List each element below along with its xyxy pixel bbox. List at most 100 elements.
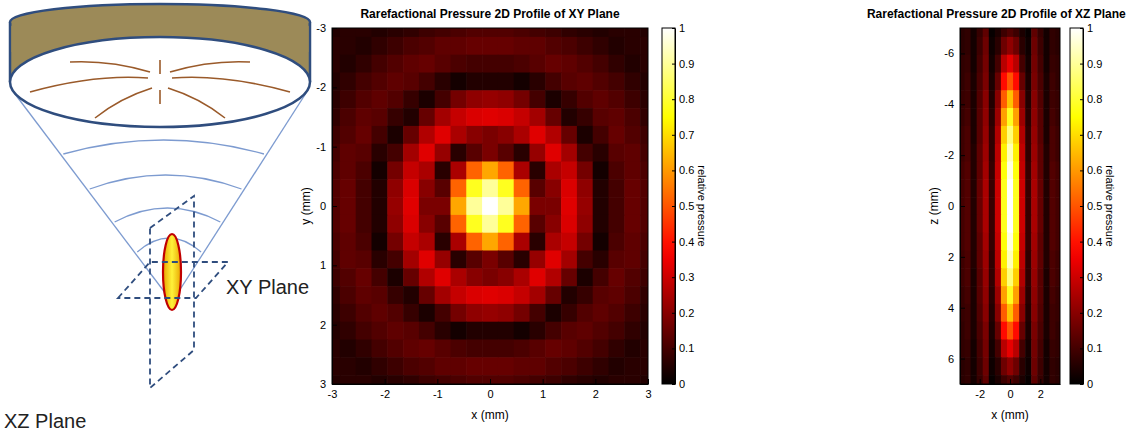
heatmap-cell	[1031, 108, 1038, 126]
heatmap-cell	[356, 37, 372, 55]
heatmap-cell	[545, 144, 561, 162]
heatmap-cell	[995, 162, 1002, 180]
heatmap-cell	[340, 233, 356, 251]
heatmap-cell	[593, 162, 609, 180]
heatmap-cell	[1001, 215, 1008, 233]
heatmap-cell	[983, 162, 990, 180]
heatmap-cell	[561, 197, 577, 215]
heatmap-cell	[340, 55, 356, 73]
heatmap-cell	[1049, 55, 1056, 73]
heatmap-cell	[1007, 28, 1014, 38]
heatmap-cell	[530, 340, 546, 358]
heatmap-cell	[593, 322, 609, 340]
heatmap-cell	[1031, 340, 1038, 358]
heatmap-cell	[1019, 28, 1026, 38]
heatmap-cell	[356, 233, 372, 251]
y-axis-title: y (mm)	[299, 187, 313, 224]
heatmap-cell	[498, 357, 514, 375]
heatmap-cell	[1037, 268, 1044, 286]
heatmap-cell	[989, 73, 996, 91]
heatmap-cell	[640, 179, 648, 197]
axis-line	[961, 384, 1061, 385]
heatmap-cell	[995, 90, 1002, 108]
heatmap-cell	[1019, 55, 1026, 73]
heatmap-cell	[1037, 73, 1044, 91]
heatmap-cell	[332, 322, 341, 340]
heatmap-cell	[403, 162, 419, 180]
heatmap-cell	[332, 90, 341, 108]
heatmap-cell	[609, 233, 625, 251]
heatmap-cell	[1037, 357, 1044, 375]
heatmap-cell	[498, 304, 514, 322]
heatmap-cell	[1055, 304, 1060, 322]
heatmap-cell	[545, 197, 561, 215]
heatmap-cell	[971, 90, 978, 108]
plot-frame	[332, 28, 648, 384]
xz-plane	[150, 196, 194, 388]
heatmap-cell	[451, 126, 467, 144]
heatmap-cell	[989, 108, 996, 126]
heatmap-cell	[593, 375, 609, 384]
heatmap-cell	[451, 108, 467, 126]
heatmap-cell	[577, 233, 593, 251]
heatmap-cell	[435, 55, 451, 73]
heatmap-cell	[1049, 126, 1056, 144]
heatmap-cell	[1019, 162, 1026, 180]
tick: -2	[380, 379, 390, 400]
wavefront	[90, 175, 242, 189]
heatmap-cell	[624, 179, 640, 197]
xy-plane	[118, 262, 228, 298]
tick: 0.2	[672, 307, 694, 319]
heatmap-cell	[514, 55, 530, 73]
heatmap-cell	[1049, 90, 1056, 108]
heatmap-cell	[545, 55, 561, 73]
heatmap-cell	[1049, 251, 1056, 269]
tick: 0.5	[672, 200, 694, 212]
heatmap-cell	[989, 268, 996, 286]
heatmap-cell	[1001, 251, 1008, 269]
heatmap-cell	[332, 251, 341, 269]
heatmap-cell	[1043, 197, 1050, 215]
heatmap-cell	[577, 304, 593, 322]
heatmap-cell	[419, 28, 435, 38]
tick-mark	[1080, 277, 1083, 278]
tick: 0	[320, 200, 337, 212]
heatmap-cell	[995, 357, 1002, 375]
tick-label: 0.1	[1087, 342, 1102, 354]
heatmap-cell	[530, 108, 546, 126]
heatmap-cell	[545, 179, 561, 197]
heatmap-cell	[387, 375, 403, 384]
tick-mark	[672, 64, 675, 65]
heatmap-cell	[545, 357, 561, 375]
heatmap-cell	[995, 375, 1002, 384]
heatmap-cell	[1049, 215, 1056, 233]
heatmap-cell	[419, 215, 435, 233]
heatmap-cell	[482, 37, 498, 55]
tick-mark	[595, 379, 596, 384]
heatmap-cell	[640, 162, 648, 180]
heatmap-cell	[514, 90, 530, 108]
heatmap-cell	[965, 215, 972, 233]
heatmap-cell	[419, 286, 435, 304]
heatmap-cell	[577, 73, 593, 91]
heatmap-cell	[640, 55, 648, 73]
heatmap-cell	[1007, 126, 1014, 144]
heatmap-cell	[514, 304, 530, 322]
colorbar-axis: 00.10.20.30.40.50.60.70.80.91	[672, 22, 694, 390]
heatmap-cell	[1043, 37, 1050, 55]
heatmap-cell	[482, 179, 498, 197]
tick: 4	[948, 302, 965, 314]
tick-label: -1	[316, 141, 326, 153]
tick-mark	[672, 277, 675, 278]
heatmap-cell	[640, 322, 648, 340]
element-line	[159, 60, 161, 74]
heatmap-cell	[609, 108, 625, 126]
heatmap-cell	[482, 144, 498, 162]
colorbar-title: relative pressure	[696, 165, 708, 246]
heatmap-cell	[1055, 90, 1060, 108]
heatmap-cell	[965, 90, 972, 108]
tick-label: 0.8	[679, 93, 694, 105]
heatmap-cell	[1049, 179, 1056, 197]
heatmap-cell	[1001, 357, 1008, 375]
heatmap-cell	[530, 162, 546, 180]
